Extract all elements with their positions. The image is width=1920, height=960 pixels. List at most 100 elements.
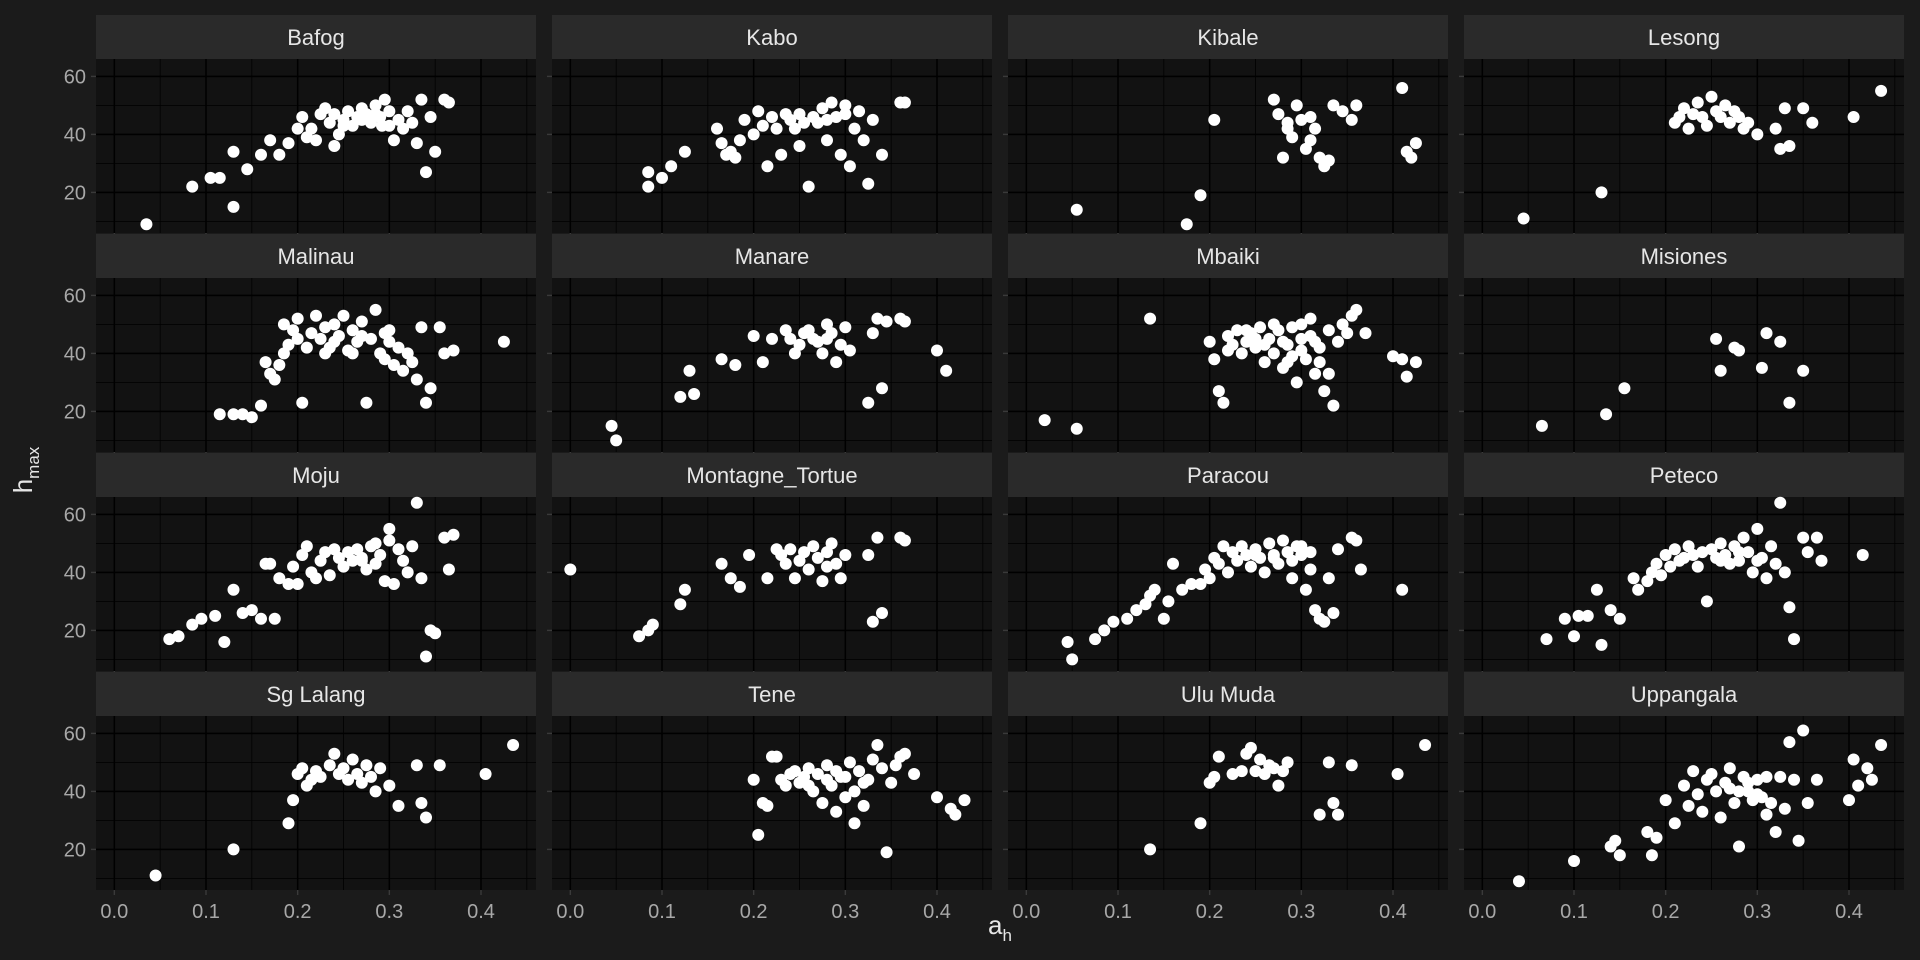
y-tick-label: 40 [64, 343, 86, 365]
data-point [646, 618, 659, 631]
data-point [853, 765, 866, 778]
data-point [1281, 356, 1294, 369]
data-point [779, 557, 792, 570]
data-point [397, 554, 410, 567]
data-point [1267, 762, 1280, 775]
data-point [766, 111, 778, 123]
data-point [291, 312, 304, 325]
data-point [1295, 344, 1308, 357]
data-point [1327, 797, 1340, 809]
data-point [424, 382, 437, 395]
data-point [415, 93, 428, 106]
data-point [733, 134, 746, 147]
data-point [383, 324, 396, 337]
y-tick-label: 60 [64, 723, 86, 745]
data-point [830, 557, 843, 570]
data-point [383, 119, 396, 132]
data-point [1387, 350, 1399, 363]
data-point [1723, 762, 1736, 775]
data-point [1746, 566, 1759, 579]
data-point [1774, 142, 1787, 155]
data-point [438, 347, 451, 360]
data-point [410, 137, 423, 150]
data-point [1254, 753, 1267, 766]
data-point [392, 799, 405, 812]
data-point [406, 540, 419, 553]
data-point [729, 151, 742, 164]
data-point [761, 572, 774, 585]
data-point [839, 108, 852, 121]
data-point [355, 113, 368, 126]
data-point [784, 543, 797, 556]
data-point [429, 145, 442, 158]
facet-strip [96, 453, 536, 497]
data-point [392, 341, 405, 354]
data-point [1277, 151, 1289, 164]
data-point [1240, 549, 1253, 561]
data-point [1396, 583, 1409, 596]
data-point [1632, 583, 1645, 596]
data-point [1678, 102, 1690, 115]
data-point [876, 382, 888, 395]
data-point [1572, 609, 1585, 622]
data-point [1249, 341, 1262, 354]
data-point [227, 843, 240, 856]
data-point [227, 200, 240, 213]
data-point [1350, 303, 1363, 316]
data-point [1107, 615, 1120, 628]
data-point [761, 160, 774, 173]
y-tick-label: 20 [64, 182, 86, 204]
data-point [387, 134, 400, 147]
data-point [346, 347, 359, 360]
data-point [1760, 770, 1773, 783]
data-point [1217, 396, 1230, 409]
data-point [1299, 583, 1312, 596]
data-point [195, 612, 208, 625]
data-point [1231, 324, 1244, 337]
data-point [1231, 554, 1244, 567]
data-point [949, 808, 962, 821]
facet-title: Paracou [1187, 463, 1269, 488]
data-point [264, 134, 277, 147]
data-point [1267, 93, 1280, 106]
data-point [665, 160, 678, 173]
data-point [798, 546, 811, 559]
data-point [1517, 212, 1530, 225]
data-point [1322, 154, 1335, 167]
y-tick-label: 60 [64, 66, 86, 88]
data-point [323, 759, 336, 772]
data-point [825, 96, 838, 109]
data-point [1645, 849, 1658, 862]
data-point [507, 739, 520, 751]
data-point [1258, 356, 1271, 369]
data-point [1774, 335, 1787, 348]
data-point [1705, 768, 1718, 780]
data-point [862, 549, 875, 561]
data-point [369, 785, 382, 798]
data-point [876, 762, 888, 775]
data-point [1535, 419, 1548, 432]
x-tick-label: 0.1 [1104, 901, 1132, 923]
data-point [1595, 638, 1608, 651]
x-tick-label: 0.0 [1012, 901, 1040, 923]
data-point [282, 578, 295, 590]
data-point [688, 388, 701, 400]
data-point [642, 180, 655, 193]
data-point [1272, 108, 1285, 121]
data-point [866, 753, 879, 766]
data-point [1581, 609, 1594, 622]
data-point [958, 794, 971, 807]
data-point [337, 119, 350, 132]
data-point [1185, 578, 1198, 590]
data-point [788, 572, 801, 585]
data-point [816, 347, 829, 360]
data-point [305, 122, 318, 135]
data-point [940, 364, 953, 377]
data-point [1157, 612, 1170, 625]
data-point [1760, 808, 1773, 821]
data-point [479, 768, 492, 780]
data-point [834, 338, 847, 351]
data-point [1847, 111, 1860, 123]
data-point [1244, 560, 1257, 573]
data-point [1295, 332, 1308, 345]
